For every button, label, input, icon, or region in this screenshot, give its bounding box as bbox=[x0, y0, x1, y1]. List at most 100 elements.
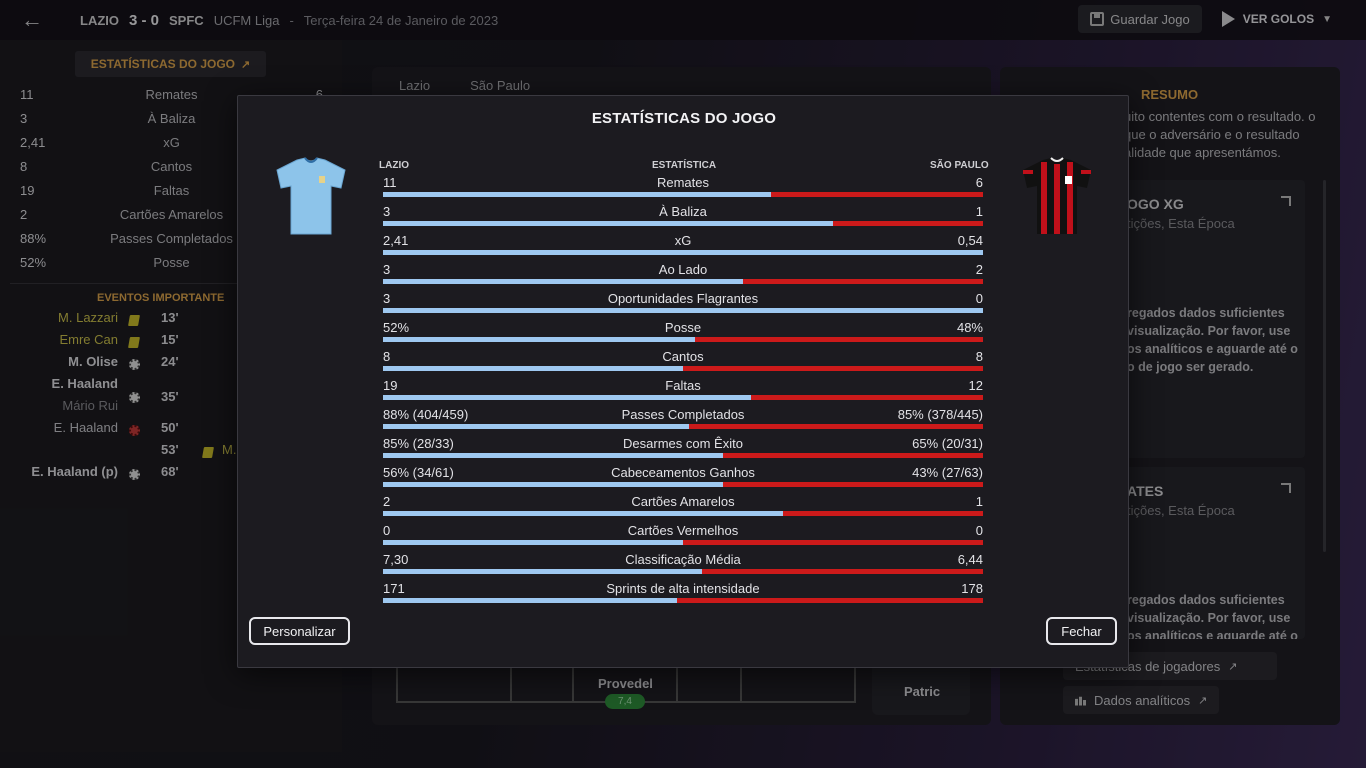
stat-home-value: 3 bbox=[383, 204, 391, 219]
save-game-button[interactable]: Guardar Jogo bbox=[1078, 5, 1202, 33]
away-team-abbr: SPFC bbox=[169, 12, 204, 28]
dialog-title: ESTATÍSTICAS DO JOGO bbox=[591, 110, 777, 127]
match-header: LAZIO 3 - 0 SPFC UCFM Liga - Terça-feira… bbox=[80, 12, 498, 29]
left-stat-home: 2 bbox=[20, 206, 28, 222]
stat-name: Remates bbox=[656, 175, 710, 190]
stat-bar bbox=[383, 395, 983, 400]
event-row[interactable]: E. Haaland 50' bbox=[0, 420, 342, 442]
stat-bar-home-share bbox=[383, 511, 784, 516]
event-row[interactable]: M. Olise 24' bbox=[0, 354, 342, 376]
left-stat-row: 19 Faltas bbox=[20, 178, 330, 202]
event-player: E. Haaland bbox=[53, 420, 118, 435]
stat-row: Cartões Amarelos 2 1 bbox=[383, 494, 983, 523]
stat-bar-home-share bbox=[383, 424, 689, 429]
missed-ball-icon bbox=[129, 425, 140, 436]
left-stat-row: 11 Remates 6 bbox=[20, 82, 330, 106]
stat-away-value: 6,44 bbox=[957, 552, 983, 567]
competition-name: UCFM Liga bbox=[213, 12, 280, 28]
stat-bar-home-share bbox=[383, 250, 983, 255]
summary-text: uito contentes com o resultado. o que o … bbox=[1124, 109, 1316, 160]
stat-home-value: 2 bbox=[383, 494, 391, 509]
card-subtitle: tições, Esta Época bbox=[1127, 216, 1235, 231]
left-stat-row: 3 À Baliza bbox=[20, 106, 330, 130]
stat-bar-home-share bbox=[383, 540, 683, 545]
stat-row: Classificação Média 7,30 6,44 bbox=[383, 552, 983, 581]
expand-icon[interactable] bbox=[1281, 483, 1291, 493]
home-column-header: LAZIO bbox=[379, 160, 409, 171]
view-goals-button[interactable]: VER GOLOS ▼ bbox=[1212, 5, 1342, 33]
event-row[interactable]: M. Lazzari 13' bbox=[0, 310, 342, 332]
event-minute: 24' bbox=[161, 354, 179, 369]
stat-row: Remates 11 6 bbox=[383, 175, 983, 204]
goal-ball-icon bbox=[129, 469, 140, 480]
left-stat-row: 52% Posse bbox=[20, 250, 330, 274]
stat-bar bbox=[383, 424, 983, 429]
top-bar: ← LAZIO 3 - 0 SPFC UCFM Liga - Terça-fei… bbox=[0, 0, 1366, 40]
left-stat-away: 6 bbox=[315, 86, 323, 102]
expand-icon: ↗ bbox=[1198, 694, 1208, 707]
away-column-header: SÃO PAULO bbox=[930, 160, 989, 171]
stat-bar-home-share bbox=[383, 221, 833, 226]
stat-bar bbox=[383, 221, 983, 226]
bar-chart-icon bbox=[1075, 694, 1086, 706]
divider bbox=[10, 283, 340, 284]
stat-home-value: 88% (404/459) bbox=[383, 407, 469, 422]
tab-home[interactable]: Lazio bbox=[399, 78, 431, 93]
tab-away[interactable]: São Paulo bbox=[470, 78, 531, 93]
event-minute: 15' bbox=[161, 332, 179, 347]
analytics-button[interactable]: Dados analíticos ↗ bbox=[1063, 686, 1220, 714]
event-row[interactable]: 53' M. bbox=[0, 442, 342, 464]
customize-button[interactable]: Personalizar bbox=[249, 617, 350, 645]
back-button[interactable]: ← bbox=[0, 0, 64, 40]
stat-name: Faltas bbox=[665, 378, 701, 393]
stat-bar bbox=[383, 192, 983, 197]
match-stats-button[interactable]: ESTATÍSTICAS DO JOGO ↗ bbox=[75, 51, 266, 77]
event-player: E. Haaland (p) bbox=[31, 464, 118, 479]
event-player: E. Haaland bbox=[51, 376, 118, 391]
match-stats-dialog: ESTATÍSTICAS DO JOGO LAZIO ESTATÍSTICA S… bbox=[237, 95, 1129, 668]
stat-bar-home-share bbox=[383, 453, 724, 458]
stat-row: Cartões Vermelhos 0 0 bbox=[383, 523, 983, 552]
player-name[interactable]: Provedel bbox=[598, 676, 653, 691]
stat-away-value: 0 bbox=[975, 523, 983, 538]
stat-name: Posse bbox=[664, 320, 702, 335]
stat-name: Sprints de alta intensidade bbox=[606, 581, 760, 596]
left-stat-home: 3 bbox=[20, 110, 28, 126]
top-actions: Guardar Jogo VER GOLOS ▼ bbox=[1078, 5, 1342, 33]
stat-name: Classificação Média bbox=[625, 552, 741, 567]
stat-bar bbox=[383, 598, 983, 603]
event-minute: 53' bbox=[161, 442, 179, 457]
stat-home-value: 56% (34/61) bbox=[383, 465, 454, 480]
stat-name: Cartões Vermelhos bbox=[627, 523, 739, 538]
stat-away-value: 65% (20/31) bbox=[912, 436, 983, 451]
stat-home-value: 52% bbox=[383, 320, 410, 335]
event-row[interactable]: E. Haaland (p) 68' bbox=[0, 464, 342, 486]
stat-name: Cabeceamentos Ganhos bbox=[611, 465, 755, 480]
stat-bar bbox=[383, 279, 983, 284]
stat-name: À Baliza bbox=[659, 204, 707, 219]
back-arrow-icon: ← bbox=[21, 7, 43, 32]
scrollbar[interactable] bbox=[1323, 180, 1326, 552]
stat-row: Desarmes com Êxito 85% (28/33) 65% (20/31) bbox=[383, 436, 983, 465]
left-stat-name: À Baliza bbox=[147, 110, 196, 126]
match-date: Terça-feira 24 de Janeiro de 2023 bbox=[303, 12, 499, 28]
stat-home-value: 2,41 bbox=[383, 233, 409, 248]
analytics-label: Dados analíticos bbox=[1094, 692, 1191, 708]
close-button[interactable]: Fechar bbox=[1046, 617, 1117, 645]
event-assist: Mário Rui bbox=[62, 398, 118, 413]
left-stat-home: 2,41 bbox=[20, 134, 46, 150]
left-stat-name: Cartões Amarelos bbox=[119, 206, 224, 222]
stat-row: Posse 52% 48% bbox=[383, 320, 983, 349]
home-team-abbr: LAZIO bbox=[80, 12, 119, 28]
expand-icon[interactable] bbox=[1281, 196, 1291, 206]
event-row[interactable]: E. Haaland Mário Rui 35' bbox=[0, 376, 342, 420]
save-game-label: Guardar Jogo bbox=[1110, 11, 1190, 27]
stat-home-value: 11 bbox=[383, 175, 397, 190]
event-row[interactable]: Emre Can 15' bbox=[0, 332, 342, 354]
event-player: Emre Can bbox=[59, 332, 118, 347]
stat-name: Ao Lado bbox=[658, 262, 708, 277]
floppy-disk-icon bbox=[1090, 12, 1105, 26]
chevron-down-icon: ▼ bbox=[1322, 13, 1332, 25]
event-minute: 50' bbox=[161, 420, 179, 435]
stat-away-value: 6 bbox=[975, 175, 983, 190]
